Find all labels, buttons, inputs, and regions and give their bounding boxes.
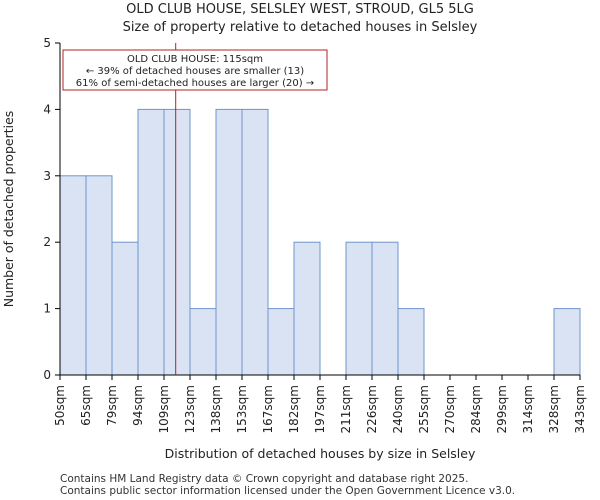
x-tick-label: 343sqm xyxy=(573,385,587,433)
bar xyxy=(137,108,165,376)
bar xyxy=(85,175,113,376)
x-tick-label: 153sqm xyxy=(235,385,249,433)
footer-line-2: Contains public sector information licen… xyxy=(60,485,516,497)
x-tick-label: 79sqm xyxy=(105,385,119,426)
footer-line-1: Contains HM Land Registry data © Crown c… xyxy=(60,473,469,485)
x-tick-label: 299sqm xyxy=(495,385,509,433)
y-tick-label: 5 xyxy=(43,36,51,50)
bar xyxy=(241,108,269,376)
annotation-box xyxy=(62,49,328,91)
y-tick-label: 1 xyxy=(43,302,51,316)
x-tick-label: 123sqm xyxy=(183,385,197,433)
x-tick-label: 138sqm xyxy=(209,385,223,433)
bar xyxy=(163,108,191,376)
y-tick-label: 2 xyxy=(43,235,51,249)
chart-title: OLD CLUB HOUSE, SELSLEY WEST, STROUD, GL… xyxy=(126,2,474,17)
y-tick-label: 3 xyxy=(43,169,51,183)
bar xyxy=(293,241,321,376)
bar xyxy=(111,241,139,376)
y-tick-label: 0 xyxy=(43,368,51,382)
x-tick-label: 314sqm xyxy=(521,385,535,433)
bar xyxy=(553,308,581,376)
annotation-larger: 61% of semi-detached houses are larger (… xyxy=(76,78,314,89)
annotation-smaller: ← 39% of detached houses are smaller (13… xyxy=(86,66,304,77)
bar xyxy=(345,241,373,376)
x-tick-label: 94sqm xyxy=(131,385,145,426)
x-tick-label: 65sqm xyxy=(79,385,93,426)
bar xyxy=(189,308,217,376)
bar xyxy=(371,241,399,376)
x-tick-label: 167sqm xyxy=(261,385,275,433)
bar xyxy=(267,308,295,376)
x-tick-label: 284sqm xyxy=(469,385,483,433)
bar xyxy=(215,108,243,376)
y-axis-label: Number of detached properties xyxy=(1,111,16,308)
x-tick-label: 211sqm xyxy=(339,385,353,433)
x-axis-label: Distribution of detached houses by size … xyxy=(165,446,476,461)
y-tick-label: 4 xyxy=(43,102,51,116)
x-tick-label: 182sqm xyxy=(287,385,301,433)
chart-subtitle: Size of property relative to detached ho… xyxy=(122,20,478,35)
x-tick-label: 109sqm xyxy=(157,385,171,433)
x-tick-label: 255sqm xyxy=(417,385,431,433)
x-tick-label: 197sqm xyxy=(313,385,327,433)
x-tick-label: 328sqm xyxy=(547,385,561,433)
x-tick-label: 50sqm xyxy=(53,385,67,426)
x-tick-label: 240sqm xyxy=(391,385,405,433)
bar xyxy=(397,308,425,376)
bar xyxy=(59,175,87,376)
x-tick-label: 226sqm xyxy=(365,385,379,433)
x-tick-label: 270sqm xyxy=(443,385,457,433)
annotation-title: OLD CLUB HOUSE: 115sqm xyxy=(127,54,263,65)
